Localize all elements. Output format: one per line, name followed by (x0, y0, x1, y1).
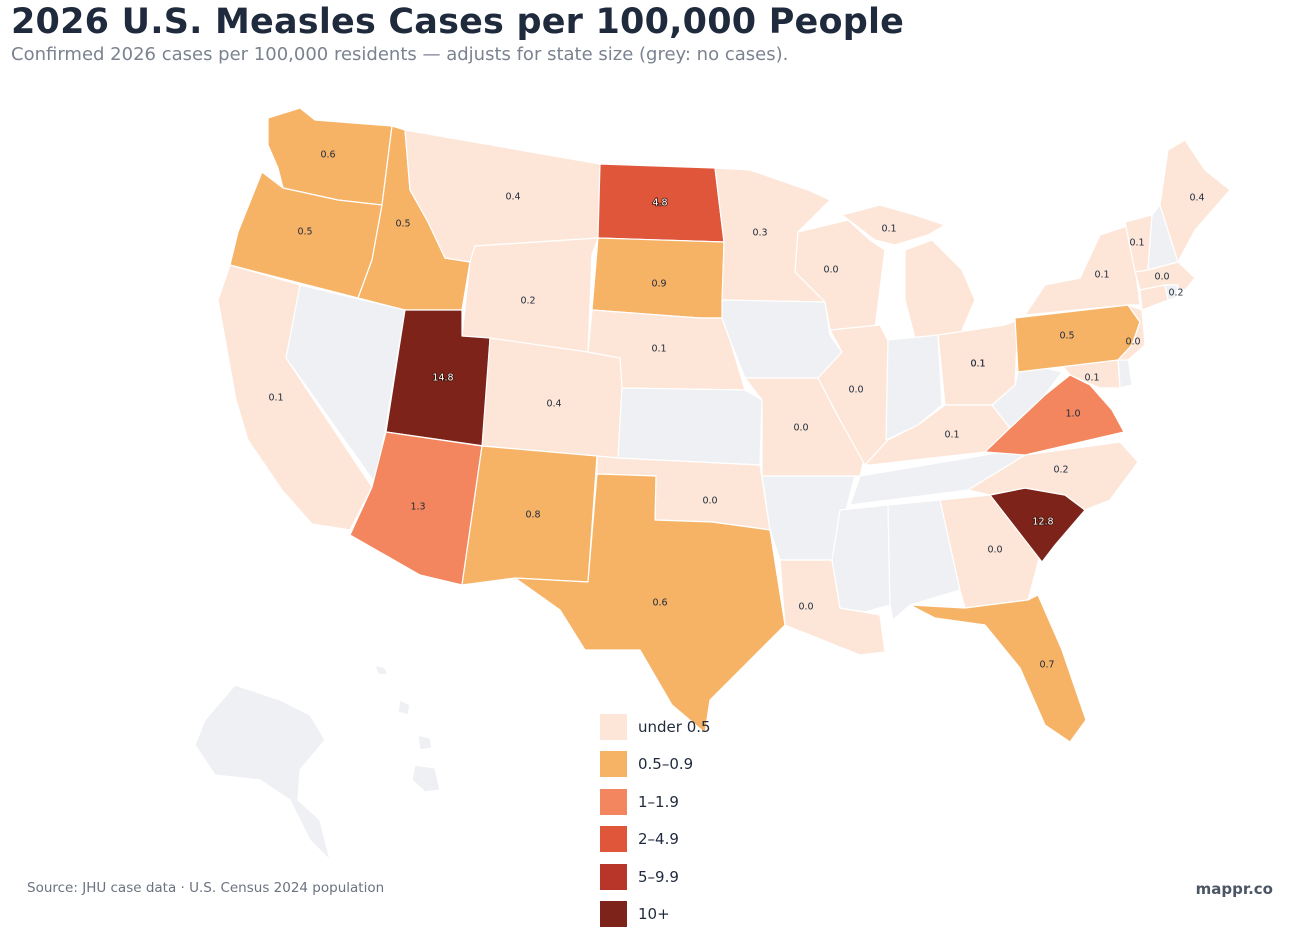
state-value-label: 1.0 (1065, 409, 1080, 420)
legend-item: 1–1.9 (600, 783, 711, 821)
state-value-label: 0.4 (546, 399, 561, 410)
legend-label: 5–9.9 (638, 868, 679, 886)
legend-swatch (600, 901, 627, 927)
state-value-label: 0.1 (1084, 373, 1099, 384)
state-value-label: 4.8 (652, 198, 667, 209)
legend-swatch (600, 714, 627, 740)
state-value-label: 0.2 (1168, 288, 1183, 299)
legend-label: 10+ (638, 905, 670, 923)
state-value-label: 0.0 (793, 423, 808, 434)
state-value-label: 0.2 (520, 296, 535, 307)
legend-label: 1–1.9 (638, 793, 679, 811)
state-mi[interactable] (905, 240, 975, 338)
source-note: Source: JHU case data · U.S. Census 2024… (27, 880, 384, 896)
state-value-label: 0.3 (752, 228, 767, 239)
state-value-label: 0.9 (651, 279, 666, 290)
state-value-label: 0.1 (944, 430, 959, 441)
legend-label: 0.5–0.9 (638, 755, 693, 773)
legend-item: under 0.5 (600, 708, 711, 746)
legend-item: 0.5–0.9 (600, 746, 711, 784)
state-value-label: 0.1 (651, 344, 666, 355)
state-value-label: 0.1 (970, 359, 985, 370)
state-value-label: 0.0 (848, 385, 863, 396)
state-ak[interactable] (195, 685, 330, 860)
state-value-label: 0.4 (505, 192, 520, 203)
legend-label: under 0.5 (638, 718, 711, 736)
state-value-label: 0.5 (395, 219, 410, 230)
state-value-label: 0.0 (987, 545, 1002, 556)
state-value-label: 0.2 (1053, 465, 1068, 476)
legend-swatch (600, 864, 627, 890)
legend-label: 2–4.9 (638, 830, 679, 848)
state-value-label: 14.8 (432, 373, 453, 384)
state-value-label: 0.1 (1129, 238, 1144, 249)
state-ks[interactable] (618, 388, 762, 465)
state-value-label: 0.8 (525, 510, 540, 521)
legend-item: 2–4.9 (600, 821, 711, 859)
state-value-label: 1.3 (410, 502, 425, 513)
state-value-label: 0.0 (702, 496, 717, 507)
legend-item: 5–9.9 (600, 858, 711, 896)
state-value-label: 0.0 (1154, 272, 1169, 283)
state-ia[interactable] (722, 300, 842, 378)
legend: under 0.5 0.5–0.9 1–1.9 2–4.9 5–9.9 10+ (600, 708, 711, 933)
state-value-label: 0.6 (652, 598, 667, 609)
state-fl[interactable] (910, 595, 1086, 742)
state-value-label: 0.1 (1094, 270, 1109, 281)
state-value-label: 12.8 (1032, 517, 1053, 528)
state-value-label: 0.0 (1125, 337, 1140, 348)
legend-item: 10+ (600, 896, 711, 933)
state-value-label: 0.0 (823, 265, 838, 276)
state-ct[interactable] (1140, 285, 1168, 310)
state-value-label: 0.6 (320, 150, 335, 161)
legend-swatch (600, 826, 627, 852)
legend-swatch (600, 789, 627, 815)
state-value-label: 0.5 (1059, 331, 1074, 342)
state-value-label: 0.1 (268, 393, 283, 404)
state-value-label: 0.0 (798, 602, 813, 613)
state-ms[interactable] (832, 505, 890, 612)
brand-logo: mappr.co (1196, 880, 1273, 898)
state-value-label: 0.7 (1039, 660, 1054, 671)
state-ny[interactable] (1025, 225, 1140, 315)
legend-swatch (600, 751, 627, 777)
state-hi[interactable] (375, 665, 440, 792)
state-value-label: 0.1 (881, 224, 896, 235)
state-value-label: 0.5 (297, 227, 312, 238)
state-value-label: 0.4 (1189, 193, 1204, 204)
